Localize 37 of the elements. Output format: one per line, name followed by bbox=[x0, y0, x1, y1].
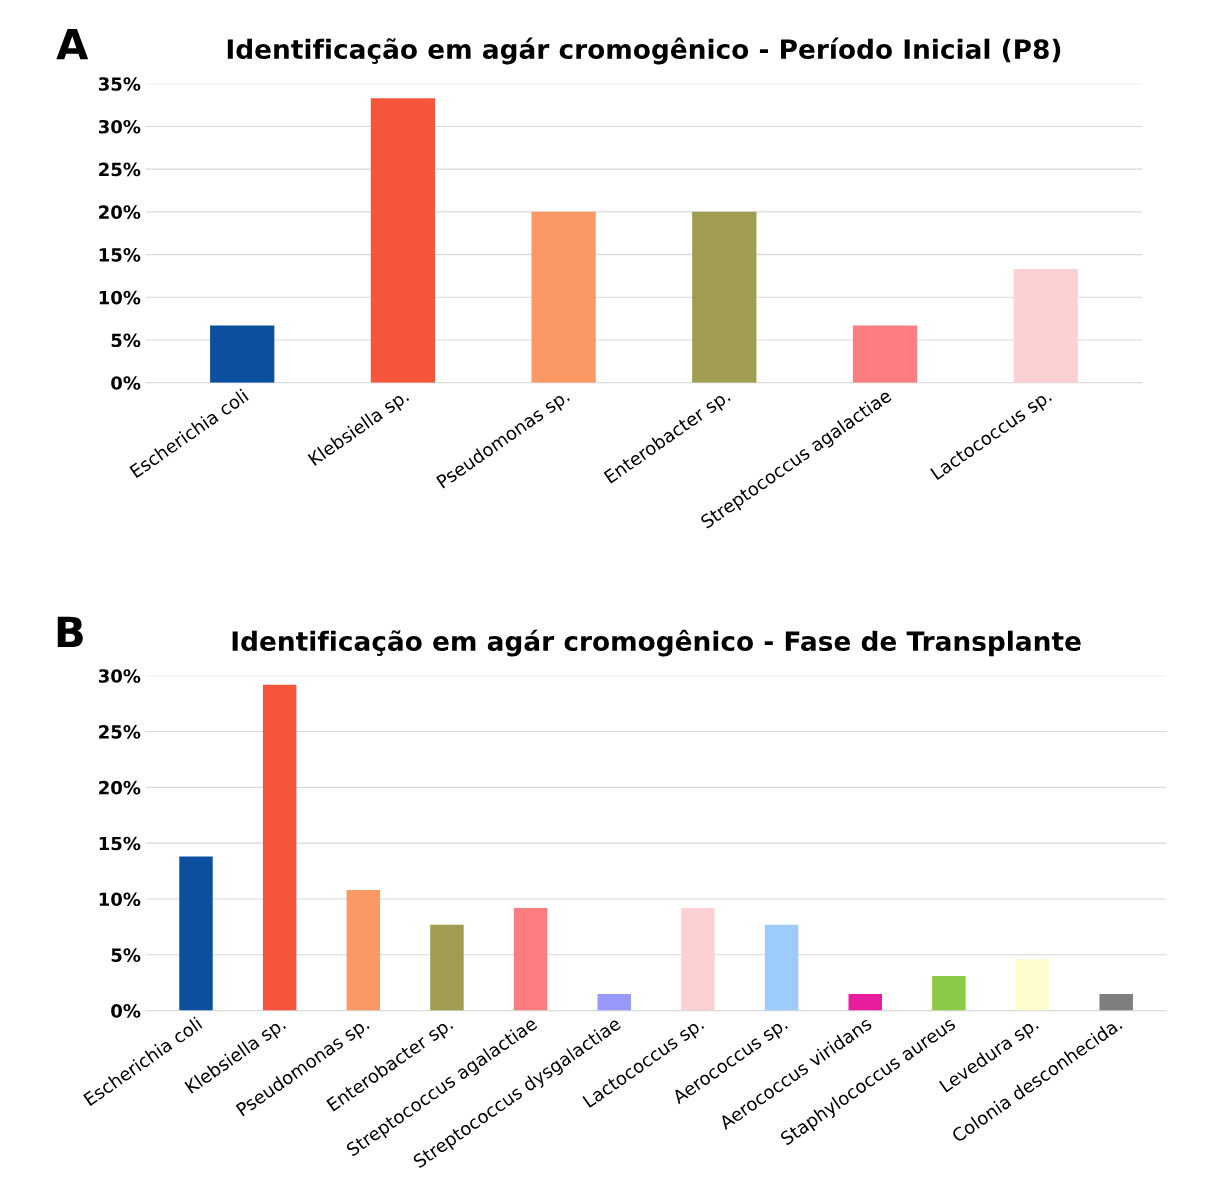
bar bbox=[932, 976, 966, 1011]
y-tick-label: 5% bbox=[111, 333, 141, 348]
y-tick-label: 20% bbox=[99, 205, 141, 219]
bar bbox=[1099, 993, 1133, 1011]
y-tick-label: 20% bbox=[99, 780, 141, 795]
bar bbox=[179, 856, 213, 1011]
y-tick-label: 15% bbox=[99, 248, 141, 262]
bar bbox=[210, 325, 275, 383]
bar bbox=[1013, 269, 1078, 383]
bar bbox=[692, 211, 757, 383]
y-tick-label: 15% bbox=[99, 836, 141, 851]
text: B bbox=[57, 616, 83, 648]
chart-title: Identificação em agár cromogênico - Período Inicial (P8) bbox=[227, 37, 1061, 65]
bar bbox=[597, 993, 631, 1011]
bar bbox=[531, 211, 596, 383]
y-tick-label: 30% bbox=[98, 119, 141, 134]
y-tick-label: 10% bbox=[99, 892, 141, 907]
bar bbox=[430, 924, 464, 1011]
bar bbox=[852, 325, 918, 383]
bar bbox=[346, 890, 381, 1011]
y-tick-label: 5% bbox=[111, 948, 141, 962]
bar bbox=[262, 684, 297, 1011]
bar bbox=[681, 907, 715, 1011]
y-tick-label: 30% bbox=[98, 669, 141, 683]
y-tick-label: 25% bbox=[99, 725, 141, 739]
text: A bbox=[56, 28, 89, 60]
chart-title: Identificação em agár cromogênico - Fase de Transplante bbox=[232, 629, 1081, 657]
bar bbox=[1015, 959, 1050, 1011]
y-tick-label: 0% bbox=[111, 376, 141, 390]
bar bbox=[848, 993, 882, 1011]
bar bbox=[370, 98, 436, 383]
y-tick-label: 10% bbox=[99, 290, 141, 305]
bar bbox=[764, 924, 799, 1011]
y-tick-label: 35% bbox=[98, 77, 141, 91]
y-tick-label: 25% bbox=[99, 162, 141, 177]
y-tick-label: 0% bbox=[111, 1004, 141, 1018]
bar bbox=[513, 907, 548, 1011]
